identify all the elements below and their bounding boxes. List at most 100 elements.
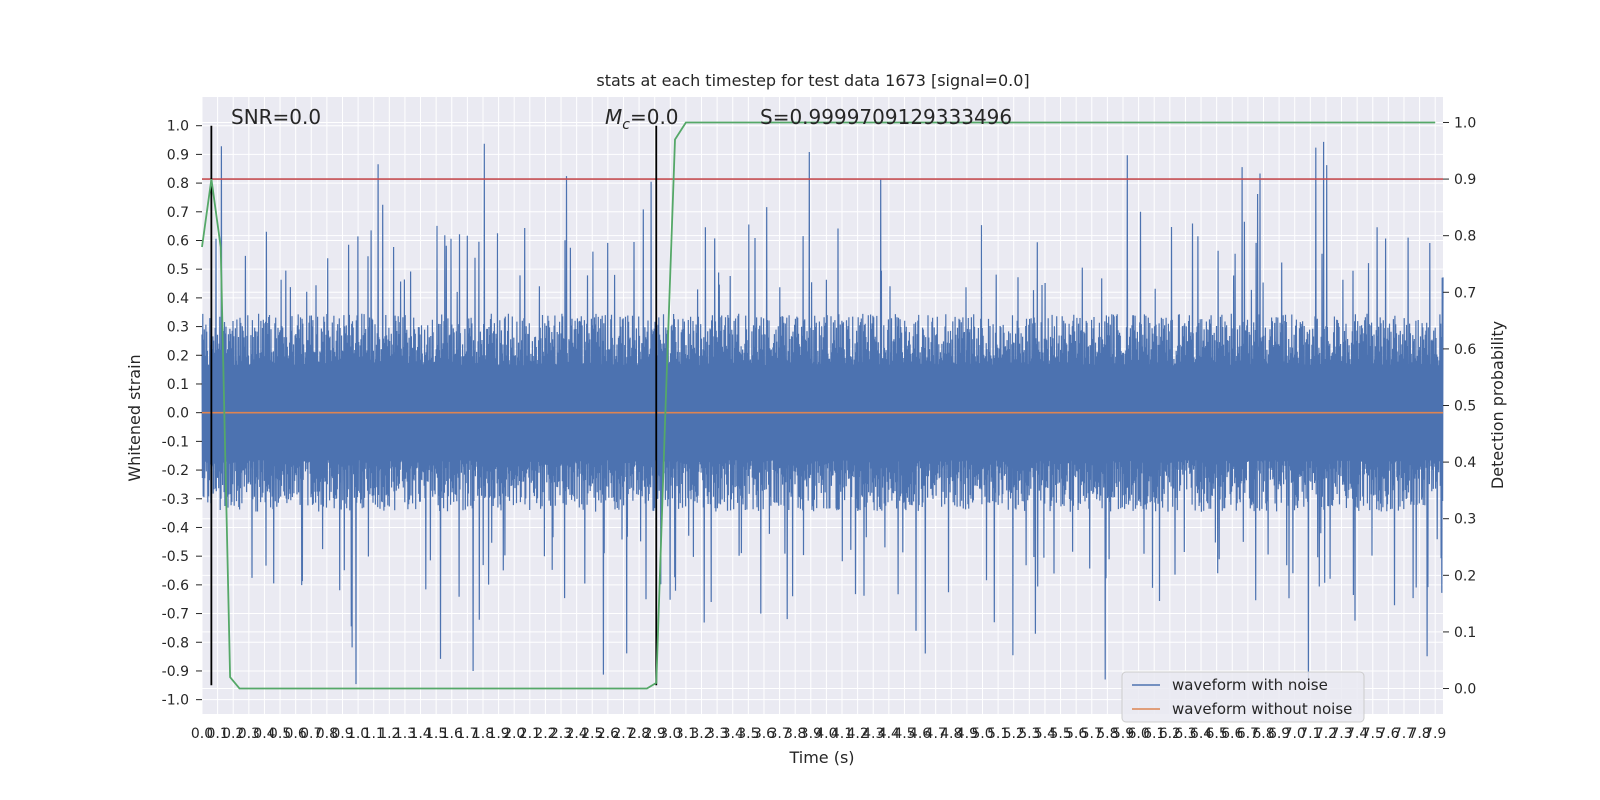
x-tick-label: 1.9 [487,726,509,742]
x-tick-label: 3.3 [706,726,728,742]
x-tick-label: 4.8 [940,726,962,742]
x-tick-label: 1.3 [394,726,416,742]
x-axis-label: Time (s) [788,748,854,767]
y-tick-label: 0.8 [167,176,189,192]
x-tick-label: 7.0 [1284,726,1306,742]
chart-title: stats at each timestep for test data 167… [596,71,1029,90]
x-tick-label: 6.8 [1252,726,1274,742]
x-tick-label: 7.2 [1315,726,1337,742]
x-tick-label: 0.1 [206,726,228,742]
snr-annotation: SNR=0.0 [231,105,321,129]
noisy-waveform-series [201,141,1444,685]
y2-tick-label: 0.0 [1454,682,1476,698]
x-tick-label: 7.9 [1424,726,1446,742]
x-tick-label: 4.7 [925,726,947,742]
x-tick-label: 2.0 [503,726,525,742]
x-tick-label: 2.7 [612,726,634,742]
x-tick-label: 6.5 [1206,726,1228,742]
y2-tick-label: 1.0 [1454,115,1476,131]
y-tick-label: -0.9 [162,664,189,680]
chirp-mass-subscript: c [622,117,630,133]
x-tick-label: 2.2 [534,726,556,742]
x-tick-label: 0.5 [269,726,291,742]
x-tick-label: 2.4 [566,726,588,742]
x-tick-label: 2.3 [550,726,572,742]
x-tick-label: 5.5 [1049,726,1071,742]
y2-tick-label: 0.4 [1454,455,1476,471]
x-tick-label: 3.6 [753,726,775,742]
series-lines [201,121,1436,690]
x-tick-label: 3.7 [768,726,790,742]
x-tick-label: 0.0 [191,726,213,742]
y-tick-label: -0.3 [162,492,189,508]
x-tick-label: 3.8 [784,726,806,742]
x-tick-label: 7.7 [1393,726,1415,742]
y2-tick-label: 0.5 [1454,399,1476,415]
x-tick-label: 6.4 [1190,726,1212,742]
score-annotation: S=0.9999709129333496 [760,105,1012,129]
x-tick-label: 6.1 [1143,726,1165,742]
y2-tick-label: 0.2 [1454,568,1476,584]
x-tick-label: 4.2 [846,726,868,742]
x-tick-label: 7.5 [1362,726,1384,742]
y-tick-label: -0.5 [162,549,189,565]
chirp-mass-annotation: Mc=0.0 [605,105,679,133]
legend: waveform with noise waveform without noi… [1121,671,1365,723]
x-tick-label: 5.0 [971,726,993,742]
x-tick-label: 4.0 [815,726,837,742]
x-tick-label: 6.3 [1174,726,1196,742]
x-tick-label: 5.8 [1096,726,1118,742]
x-tick-label: 0.2 [222,726,244,742]
x-tick-label: 4.9 [956,726,978,742]
x-tick-label: 3.1 [675,726,697,742]
x-tick-label: 2.9 [644,726,666,742]
x-tick-label: 0.4 [253,726,275,742]
x-tick-label: 5.4 [1034,726,1056,742]
x-tick-label: 0.7 [300,726,322,742]
y-tick-label: -1.0 [162,693,189,709]
y2-axis-label: Detection probability [1488,321,1507,489]
x-tick-label: 7.4 [1346,726,1368,742]
x-tick-label: 3.5 [737,726,759,742]
x-tick-label: 1.1 [363,726,385,742]
x-tick-label: 1.5 [425,726,447,742]
x-tick-label: 6.2 [1159,726,1181,742]
y-tick-label: 0.2 [167,348,189,364]
y2-tick-label: 0.6 [1454,342,1476,358]
y-tick-label: 0.0 [167,406,189,422]
x-tick-label: 3.4 [722,726,744,742]
x-tick-label: 5.2 [1003,726,1025,742]
legend-label-noisy: waveform with noise [1172,676,1328,694]
x-tick-label: 5.6 [1065,726,1087,742]
x-tick-label: 4.5 [893,726,915,742]
y2-tick-label: 0.3 [1454,512,1476,528]
y-axis-label: Whitened strain [125,354,144,481]
x-tick-label: 0.3 [238,726,260,742]
x-tick-label: 1.0 [347,726,369,742]
reference-lines [202,178,1443,414]
x-tick-label: 4.6 [909,726,931,742]
x-tick-label: 2.8 [628,726,650,742]
x-tick-label: 0.9 [331,726,353,742]
x-tick-label: 1.7 [456,726,478,742]
detection-probability-line [201,121,1436,690]
y2-tick-label: 0.9 [1454,172,1476,188]
x-tick-label: 6.7 [1237,726,1259,742]
x-tick-label: 5.9 [1112,726,1134,742]
x-tick-label: 7.3 [1330,726,1352,742]
x-tick-label: 6.6 [1221,726,1243,742]
y2-tick-label: 0.8 [1454,229,1476,245]
x-tick-label: 4.1 [831,726,853,742]
x-tick-label: 3.2 [690,726,712,742]
x-tick-label: 3.0 [659,726,681,742]
x-tick-label: 2.6 [597,726,619,742]
x-tick-label: 2.5 [581,726,603,742]
x-tick-label: 3.9 [800,726,822,742]
x-tick-label: 5.1 [987,726,1009,742]
y-tick-label: -0.2 [162,463,189,479]
chirp-mass-symbol: M [605,105,622,129]
y-tick-label: 1.0 [167,119,189,135]
x-tick-label: 5.7 [1081,726,1103,742]
x-tick-label: 7.1 [1299,726,1321,742]
